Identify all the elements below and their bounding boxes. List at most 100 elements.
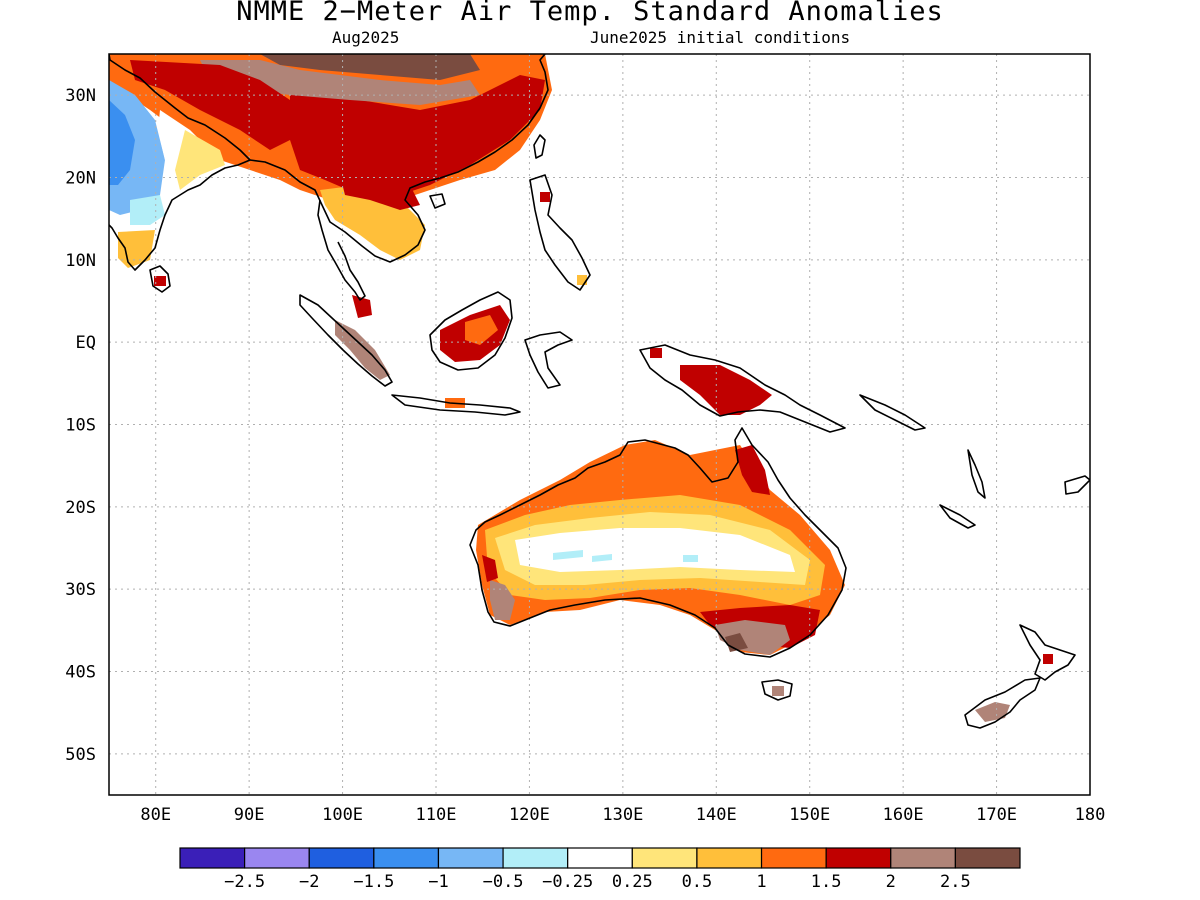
- lat-tick-label: 20N: [65, 169, 96, 189]
- anomaly-ng-small: [650, 348, 662, 358]
- gridlines: [109, 54, 1090, 795]
- colorbar-label: 2: [886, 872, 896, 892]
- anomaly-mindanao: [577, 275, 587, 285]
- lat-tick-label: 10N: [65, 251, 96, 271]
- coast-java: [391, 394, 521, 416]
- lon-tick-label: 170E: [976, 805, 1017, 825]
- coast-new-caledonia: [939, 504, 976, 529]
- anomaly-india-south: [118, 230, 155, 268]
- colorbar-swatch: [244, 847, 310, 869]
- colorbar-swatch: [308, 847, 375, 869]
- anomaly-sri-lanka: [154, 276, 166, 286]
- lat-tick-label: 30S: [65, 580, 96, 600]
- colorbar-label: −1.5: [353, 872, 394, 892]
- anomaly-nz-north: [1043, 654, 1053, 664]
- lat-tick-label: 20S: [65, 498, 96, 518]
- coast-nz-south: [964, 677, 1041, 729]
- coast-asia: [109, 54, 251, 271]
- colorbar-swatch: [567, 847, 633, 869]
- lon-tick-label: 140E: [696, 805, 737, 825]
- coast-new-guinea: [639, 344, 846, 433]
- coast-borneo: [429, 291, 513, 371]
- anomaly-australia-cool-2: [592, 554, 612, 562]
- anomaly-shading: [109, 54, 1053, 722]
- lat-tick-label: 10S: [65, 416, 96, 436]
- coastlines: [109, 54, 1090, 729]
- colorbar-label: 2.5: [940, 872, 971, 892]
- lon-tick-label: 80E: [140, 805, 171, 825]
- anomaly-north-australia-red: [735, 445, 770, 495]
- coast-malay-peninsula: [317, 199, 366, 301]
- anomaly-borneo-orange: [465, 315, 498, 345]
- coast-sri-lanka: [149, 265, 171, 293]
- initial-conditions-label: June2025 initial conditions: [590, 28, 851, 47]
- lat-tick-label: 50S: [65, 745, 96, 765]
- lon-tick-label: 160E: [883, 805, 924, 825]
- colorbar-swatch: [437, 847, 504, 869]
- lon-tick-label: 180: [1075, 805, 1106, 825]
- map-frame-content: [109, 54, 1090, 795]
- coast-solomons: [859, 394, 926, 431]
- colorbar-swatch: [890, 847, 956, 869]
- lat-tick-label: 30N: [65, 86, 96, 106]
- anomaly-tibet: [260, 54, 480, 80]
- colorbar-label: −2.5: [224, 872, 265, 892]
- colorbar-swatch: [373, 847, 440, 869]
- colorbar-swatch: [760, 847, 827, 869]
- coast-hainan: [429, 193, 446, 209]
- colorbar-label: −2: [299, 872, 319, 892]
- anomaly-southwest-red: [482, 555, 498, 582]
- anomaly-nz-south: [975, 702, 1010, 722]
- anomaly-southwest-brown: [490, 580, 515, 620]
- anomaly-india-cooler: [109, 100, 135, 185]
- coast-philippines: [529, 174, 591, 291]
- anomaly-india-yellow: [175, 130, 225, 190]
- anomaly-indochina-red: [340, 170, 420, 210]
- coast-sumatra: [299, 294, 393, 387]
- anomaly-new-guinea: [680, 365, 772, 415]
- lon-tick-label: 130E: [602, 805, 643, 825]
- anomaly-tasmania: [772, 686, 784, 696]
- anomaly-sumatra-red: [352, 295, 372, 318]
- coast-tasmania: [761, 679, 793, 701]
- colorbar-swatch: [179, 847, 246, 869]
- coast-australia: [469, 427, 847, 658]
- colorbar-swatch: [954, 847, 1021, 869]
- lon-tick-label: 100E: [322, 805, 363, 825]
- coast-nz-north: [1019, 624, 1076, 681]
- colorbar-label: 1.5: [811, 872, 842, 892]
- lon-tick-label: 90E: [234, 805, 265, 825]
- colorbar-label: 0.25: [612, 872, 653, 892]
- colorbar-label: −1: [428, 872, 448, 892]
- colorbar-label: −0.25: [542, 872, 593, 892]
- anomaly-philippines: [540, 192, 550, 202]
- lon-tick-label: 110E: [416, 805, 457, 825]
- coast-vanuatu: [967, 449, 986, 499]
- lat-tick-label: EQ: [76, 333, 96, 353]
- anomaly-sumatra: [335, 320, 390, 380]
- colorbar-swatch: [825, 847, 892, 869]
- coast-taiwan: [533, 134, 546, 159]
- map-border: [108, 53, 1091, 796]
- anomaly-himalaya: [130, 60, 290, 150]
- coast-sulawesi: [524, 331, 573, 389]
- colorbar-label: −0.5: [483, 872, 524, 892]
- colorbar-swatch: [696, 847, 763, 869]
- anomaly-australia-cool-3: [683, 555, 698, 562]
- longitude-labels: 80E 90E 100E 110E 120E 130E 140E 150E 160E 170E 18…: [140, 805, 1105, 825]
- anomaly-australia-white: [515, 528, 795, 572]
- colorbar-label: 0.5: [682, 872, 713, 892]
- colorbar-swatch: [502, 847, 569, 869]
- anomaly-tibet-2: [200, 60, 480, 105]
- lat-tick-label: 40S: [65, 663, 96, 683]
- lon-tick-label: 120E: [509, 805, 550, 825]
- chart-title: NMME 2−Meter Air Temp. Standard Anomalie…: [236, 0, 944, 27]
- latitude-labels: 30N 20N 10N EQ 10S 20S 30S 40S 50S: [65, 86, 96, 765]
- colorbar-swatch: [631, 847, 698, 869]
- forecast-month: Aug2025: [332, 28, 400, 47]
- lon-tick-label: 150E: [789, 805, 830, 825]
- anomaly-australia-cool-1: [553, 550, 583, 560]
- anomaly-south-china-strong: [290, 75, 545, 195]
- anomaly-india-light: [130, 195, 165, 225]
